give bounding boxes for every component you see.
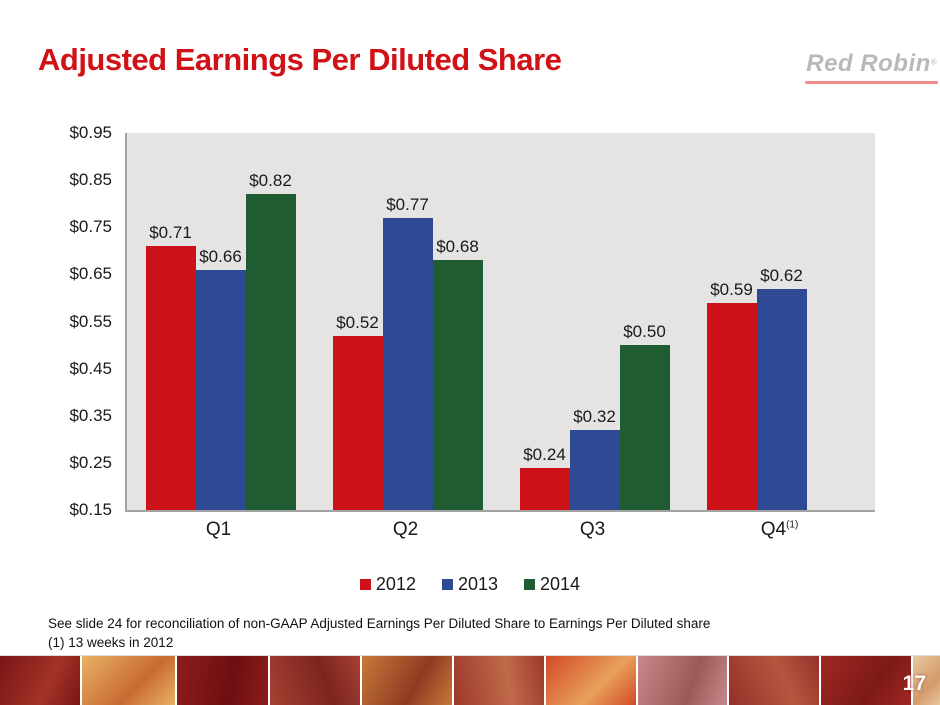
y-tick-label: $0.75 — [69, 217, 112, 237]
footnote-marker: (1) — [786, 519, 799, 531]
footnotes: See slide 24 for reconciliation of non-G… — [48, 614, 710, 652]
bar-2012-Q4 — [706, 302, 757, 510]
legend-item-2014: 2014 — [524, 574, 580, 595]
photo-tile — [546, 656, 636, 705]
y-tick-label: $0.15 — [69, 500, 112, 519]
bar-value-label: $0.82 — [249, 171, 292, 191]
photo-tile — [729, 656, 819, 705]
bar-2012-Q2 — [332, 335, 383, 510]
y-tick-label: $0.55 — [69, 311, 112, 331]
y-tick-label: $0.65 — [69, 264, 112, 284]
x-tick-label-Q1: Q1 — [205, 519, 232, 540]
photo-strip — [0, 655, 940, 705]
bar-2013-Q1 — [195, 269, 246, 510]
bar-2014-Q1 — [245, 194, 296, 510]
bar-value-label: $0.62 — [760, 265, 803, 285]
bar-value-label: $0.59 — [710, 279, 753, 299]
photo-tile — [454, 656, 544, 705]
legend-swatch-2013 — [441, 579, 453, 590]
bar-2013-Q4 — [756, 288, 807, 510]
bar-value-label: $0.24 — [523, 444, 566, 464]
y-tick-label: $0.35 — [69, 405, 112, 425]
bar-2014-Q3 — [619, 345, 670, 510]
logo-text: Red Robin — [806, 50, 931, 77]
legend-item-2012: 2012 — [359, 574, 416, 595]
footnote-line-1: See slide 24 for reconciliation of non-G… — [48, 616, 711, 631]
bar-value-label: $0.77 — [386, 194, 429, 214]
bar-value-label: $0.71 — [149, 223, 192, 243]
page-title: Adjusted Earnings Per Diluted Share — [38, 42, 562, 77]
photo-tile — [638, 656, 727, 705]
y-tick-label: $0.45 — [69, 358, 112, 378]
x-tick-label-Q3: Q3 — [579, 519, 606, 540]
photo-tile — [270, 656, 360, 705]
photo-tile — [82, 656, 175, 705]
photo-tile — [821, 656, 911, 705]
x-tick-label-Q4: Q4(1) — [760, 519, 799, 540]
x-tick-label-Q2: Q2 — [392, 519, 419, 540]
photo-tile — [0, 656, 80, 705]
chart-legend: 2012 2013 2014 — [0, 574, 940, 595]
bar-value-label: $0.52 — [336, 312, 379, 332]
legend-swatch-2014 — [524, 579, 536, 590]
y-tick-label: $0.85 — [69, 170, 112, 190]
bar-2014-Q2 — [432, 260, 483, 510]
logo-underline — [805, 81, 938, 84]
bar-value-label: $0.50 — [623, 322, 666, 342]
bar-value-label: $0.68 — [436, 237, 479, 257]
page-number: 17 — [902, 672, 926, 695]
photo-tile — [913, 656, 940, 705]
photo-tile — [362, 656, 452, 705]
legend-label: 2013 — [457, 574, 499, 594]
y-tick-label: $0.95 — [69, 123, 112, 142]
legend-swatch-2012 — [359, 579, 371, 590]
y-tick-label: $0.25 — [69, 452, 112, 472]
red-robin-logo: Red Robin® — [805, 50, 938, 84]
bar-2012-Q1 — [145, 246, 196, 510]
bar-value-label: $0.32 — [573, 406, 616, 426]
legend-label: 2014 — [540, 574, 581, 594]
photo-tile — [177, 656, 268, 705]
bar-value-label: $0.66 — [199, 246, 242, 266]
registered-trademark-icon: ® — [930, 57, 937, 67]
bar-2013-Q3 — [569, 429, 620, 510]
footnote-line-2: (1) 13 weeks in 2012 — [48, 635, 174, 650]
bar-2013-Q2 — [382, 217, 433, 510]
legend-label: 2012 — [375, 574, 416, 594]
plot-area: $0.71 $0.66 $0.82 $0.52 $0.77 $0.68 $0.24 $0.32… — [125, 133, 875, 512]
bar-2012-Q3 — [519, 467, 570, 510]
legend-item-2013: 2013 — [441, 574, 499, 595]
